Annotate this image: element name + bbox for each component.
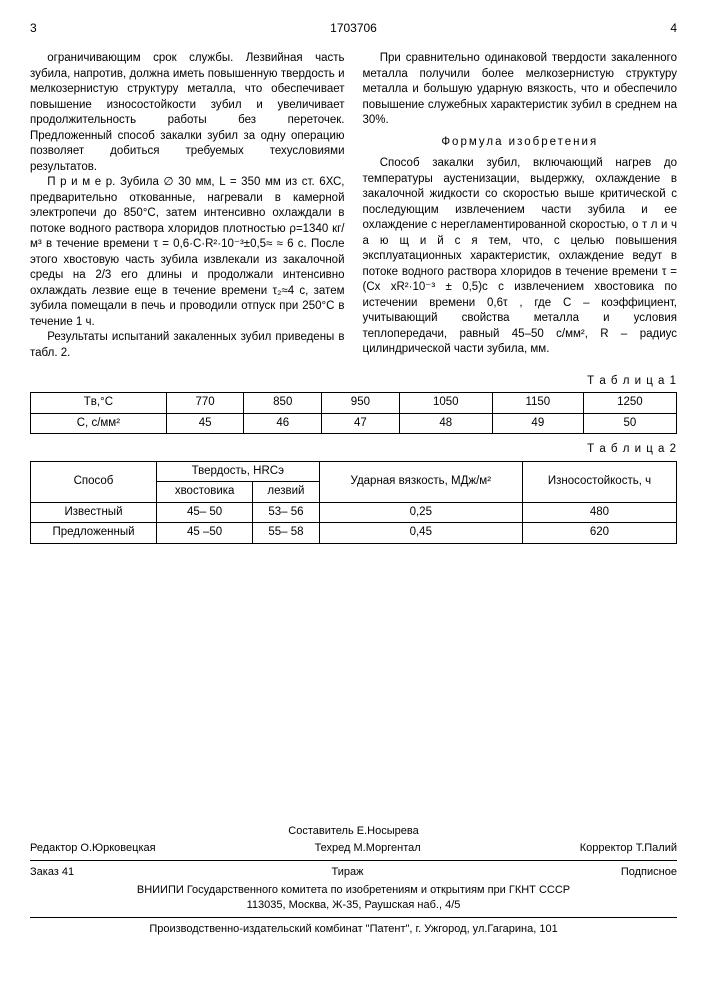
t2-head: Твердость, HRCэ <box>157 461 320 482</box>
body-columns: ограничивающим срок службы. Лезвийная ча… <box>30 51 677 361</box>
credits-block: Составитель Е.Носырева Редактор О.Юркове… <box>30 824 677 937</box>
t1-cell: 47 <box>322 413 400 434</box>
page-right: 4 <box>461 20 677 36</box>
t1-cell: 45 <box>166 413 244 434</box>
corrector: Корректор Т.Палий <box>580 841 677 856</box>
org: ВНИИПИ Государственного комитета по изоб… <box>30 883 677 898</box>
tech: Техред М.Моргентал <box>315 841 421 856</box>
table1-label: Т а б л и ц а 1 <box>30 374 677 390</box>
right-column: При сравнительно одинаковой твердости за… <box>363 51 678 361</box>
right-p2: Способ закалки зубил, включающий нагрев … <box>363 156 678 358</box>
formula-title: Формула изобретения <box>363 135 678 151</box>
table1: Tв,°С 770 850 950 1050 1150 1250 С, с/мм… <box>30 392 677 434</box>
t2-subhead: хвостовика <box>157 482 253 503</box>
doc-number: 1703706 <box>246 20 462 36</box>
t1-cell: 46 <box>244 413 322 434</box>
t1-cell: Tв,°С <box>31 393 167 414</box>
t2-cell: 53– 56 <box>253 502 319 523</box>
left-p2: П р и м е р. Зубила ∅ 30 мм, L = 350 мм … <box>30 175 345 330</box>
t1-cell: 1150 <box>492 393 583 414</box>
t1-cell: С, с/мм² <box>31 413 167 434</box>
page-header: 3 1703706 4 <box>30 20 677 36</box>
table-row: Tв,°С 770 850 950 1050 1150 1250 <box>31 393 677 414</box>
table-row: Известный 45– 50 53– 56 0,25 480 <box>31 502 677 523</box>
t2-head: Способ <box>31 461 157 502</box>
t1-cell: 1050 <box>399 393 492 414</box>
table-row: С, с/мм² 45 46 47 48 49 50 <box>31 413 677 434</box>
table2-label: Т а б л и ц а 2 <box>30 442 677 458</box>
t2-cell: Предложенный <box>31 523 157 544</box>
t2-cell: 45– 50 <box>157 502 253 523</box>
t1-cell: 48 <box>399 413 492 434</box>
left-p1: ограничивающим срок службы. Лезвийная ча… <box>30 51 345 175</box>
t2-cell: 620 <box>522 523 676 544</box>
t2-cell: 45 –50 <box>157 523 253 544</box>
editor: Редактор О.Юрковецкая <box>30 841 156 856</box>
table-row: Предложенный 45 –50 55– 58 0,45 620 <box>31 523 677 544</box>
t2-cell: Известный <box>31 502 157 523</box>
addr: 113035, Москва, Ж-35, Раушская наб., 4/5 <box>30 898 677 913</box>
t2-cell: 0,25 <box>319 502 522 523</box>
t1-cell: 50 <box>583 413 676 434</box>
t1-cell: 49 <box>492 413 583 434</box>
t2-cell: 480 <box>522 502 676 523</box>
compiler: Составитель Е.Носырева <box>30 824 677 839</box>
t1-cell: 950 <box>322 393 400 414</box>
divider <box>30 917 677 918</box>
table2: Способ Твердость, HRCэ Ударная вязкость,… <box>30 461 677 544</box>
t2-cell: 0,45 <box>319 523 522 544</box>
press: Производственно-издательский комбинат "П… <box>30 922 677 937</box>
t2-head: Износостойкость, ч <box>522 461 676 502</box>
t1-cell: 850 <box>244 393 322 414</box>
t1-cell: 770 <box>166 393 244 414</box>
order: Заказ 41 <box>30 865 74 880</box>
t1-cell: 1250 <box>583 393 676 414</box>
tirazh: Тираж <box>332 865 364 880</box>
left-column: ограничивающим срок службы. Лезвийная ча… <box>30 51 345 361</box>
page-left: 3 <box>30 20 246 36</box>
divider <box>30 860 677 861</box>
t2-cell: 55– 58 <box>253 523 319 544</box>
table-row: Способ Твердость, HRCэ Ударная вязкость,… <box>31 461 677 482</box>
right-p1: При сравнительно одинаковой твердости за… <box>363 51 678 129</box>
t2-subhead: лезвий <box>253 482 319 503</box>
sign: Подписное <box>621 865 677 880</box>
left-p3: Результаты испытаний закаленных зубил пр… <box>30 330 345 361</box>
t2-head: Ударная вязкость, МДж/м² <box>319 461 522 502</box>
